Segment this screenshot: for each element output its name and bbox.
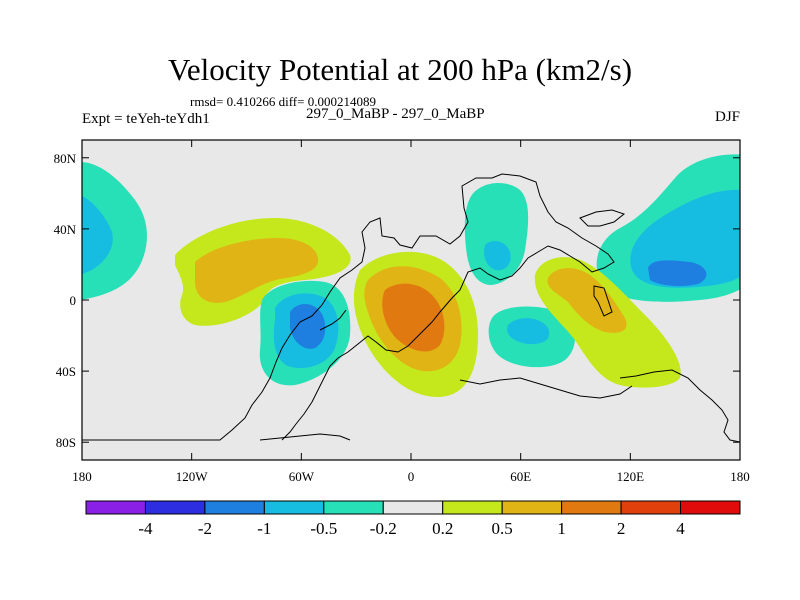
colorbar-label: -1 bbox=[257, 519, 271, 538]
contour-south-america bbox=[259, 280, 351, 386]
contour-indonesia-positive bbox=[534, 257, 681, 388]
y-tick-label: 80S bbox=[56, 435, 76, 450]
colorbar-label: -4 bbox=[138, 519, 153, 538]
experiment-label: Expt = teYeh-teYdh1 bbox=[82, 111, 210, 127]
colorbar-label: -0.2 bbox=[370, 519, 397, 538]
x-tick-label: 120E bbox=[617, 469, 645, 484]
y-tick-label: 40N bbox=[54, 222, 77, 237]
contour-africa-positive bbox=[353, 251, 478, 398]
colorbar-swatch bbox=[204, 500, 265, 515]
rmsd-stats: rmsd= 0.410266 diff= 0.000214089 bbox=[190, 94, 376, 109]
colorbar-swatch bbox=[620, 500, 682, 515]
colorbar-swatch bbox=[561, 500, 622, 515]
x-tick-label: 0 bbox=[408, 469, 415, 484]
colorbar-swatch bbox=[323, 500, 384, 515]
colorbar: -4 -2 -1 -0.5 -0.2 0.2 0.5 1 2 4 bbox=[85, 500, 741, 538]
contour-middle-east bbox=[464, 183, 529, 285]
y-tick-label: 0 bbox=[70, 293, 77, 308]
colorbar-label: 0.5 bbox=[492, 519, 513, 538]
case-label: 297_0_MaBP - 297_0_MaBP bbox=[306, 106, 485, 122]
plot-area bbox=[82, 140, 740, 460]
colorbar-label: -2 bbox=[198, 519, 212, 538]
x-tick-label: 180 bbox=[72, 469, 92, 484]
x-tick-label: 60E bbox=[510, 469, 531, 484]
colorbar-label: 1 bbox=[557, 519, 566, 538]
colorbar-swatch bbox=[680, 500, 741, 515]
contour-indian-ocean bbox=[488, 306, 576, 368]
x-tick-label: 60W bbox=[289, 469, 315, 484]
colorbar-label: 4 bbox=[676, 519, 685, 538]
x-tick-label: 180 bbox=[730, 469, 750, 484]
colorbar-label: 2 bbox=[617, 519, 626, 538]
axis-labels: 180 120W 60W 0 60E 120E 180 80N 40N 0 40S 80S bbox=[54, 151, 750, 484]
colorbar-label: -0.5 bbox=[310, 519, 337, 538]
colorbar-swatch bbox=[382, 500, 444, 515]
x-tick-label: 120W bbox=[176, 469, 209, 484]
contour-west-pacific bbox=[596, 154, 740, 302]
axis-ticks bbox=[81, 140, 741, 460]
chart-title: Velocity Potential at 200 hPa (km2/s) bbox=[167, 52, 633, 87]
colorbar-swatch bbox=[501, 500, 563, 515]
colorbar-swatch bbox=[263, 500, 325, 515]
colorbar-swatch bbox=[144, 500, 206, 515]
colorbar-swatch bbox=[442, 500, 503, 515]
colorbar-swatch bbox=[85, 500, 146, 515]
colorbar-label: 0.2 bbox=[432, 519, 453, 538]
contour-east-pacific bbox=[82, 162, 147, 300]
y-tick-label: 40S bbox=[56, 364, 76, 379]
coastlines bbox=[82, 173, 740, 443]
contour-pacific-positive bbox=[175, 218, 351, 326]
season-label: DJF bbox=[714, 109, 740, 125]
y-tick-label: 80N bbox=[54, 151, 77, 166]
